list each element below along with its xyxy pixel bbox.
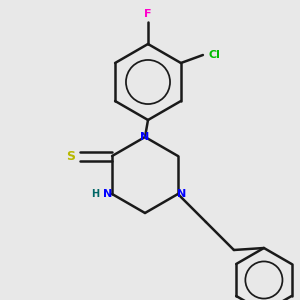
Text: N: N bbox=[103, 189, 113, 199]
Text: N: N bbox=[140, 132, 150, 142]
Text: S: S bbox=[67, 149, 76, 163]
Text: F: F bbox=[144, 9, 152, 19]
Text: H: H bbox=[91, 189, 99, 199]
Text: Cl: Cl bbox=[209, 50, 221, 60]
Text: N: N bbox=[177, 189, 187, 199]
